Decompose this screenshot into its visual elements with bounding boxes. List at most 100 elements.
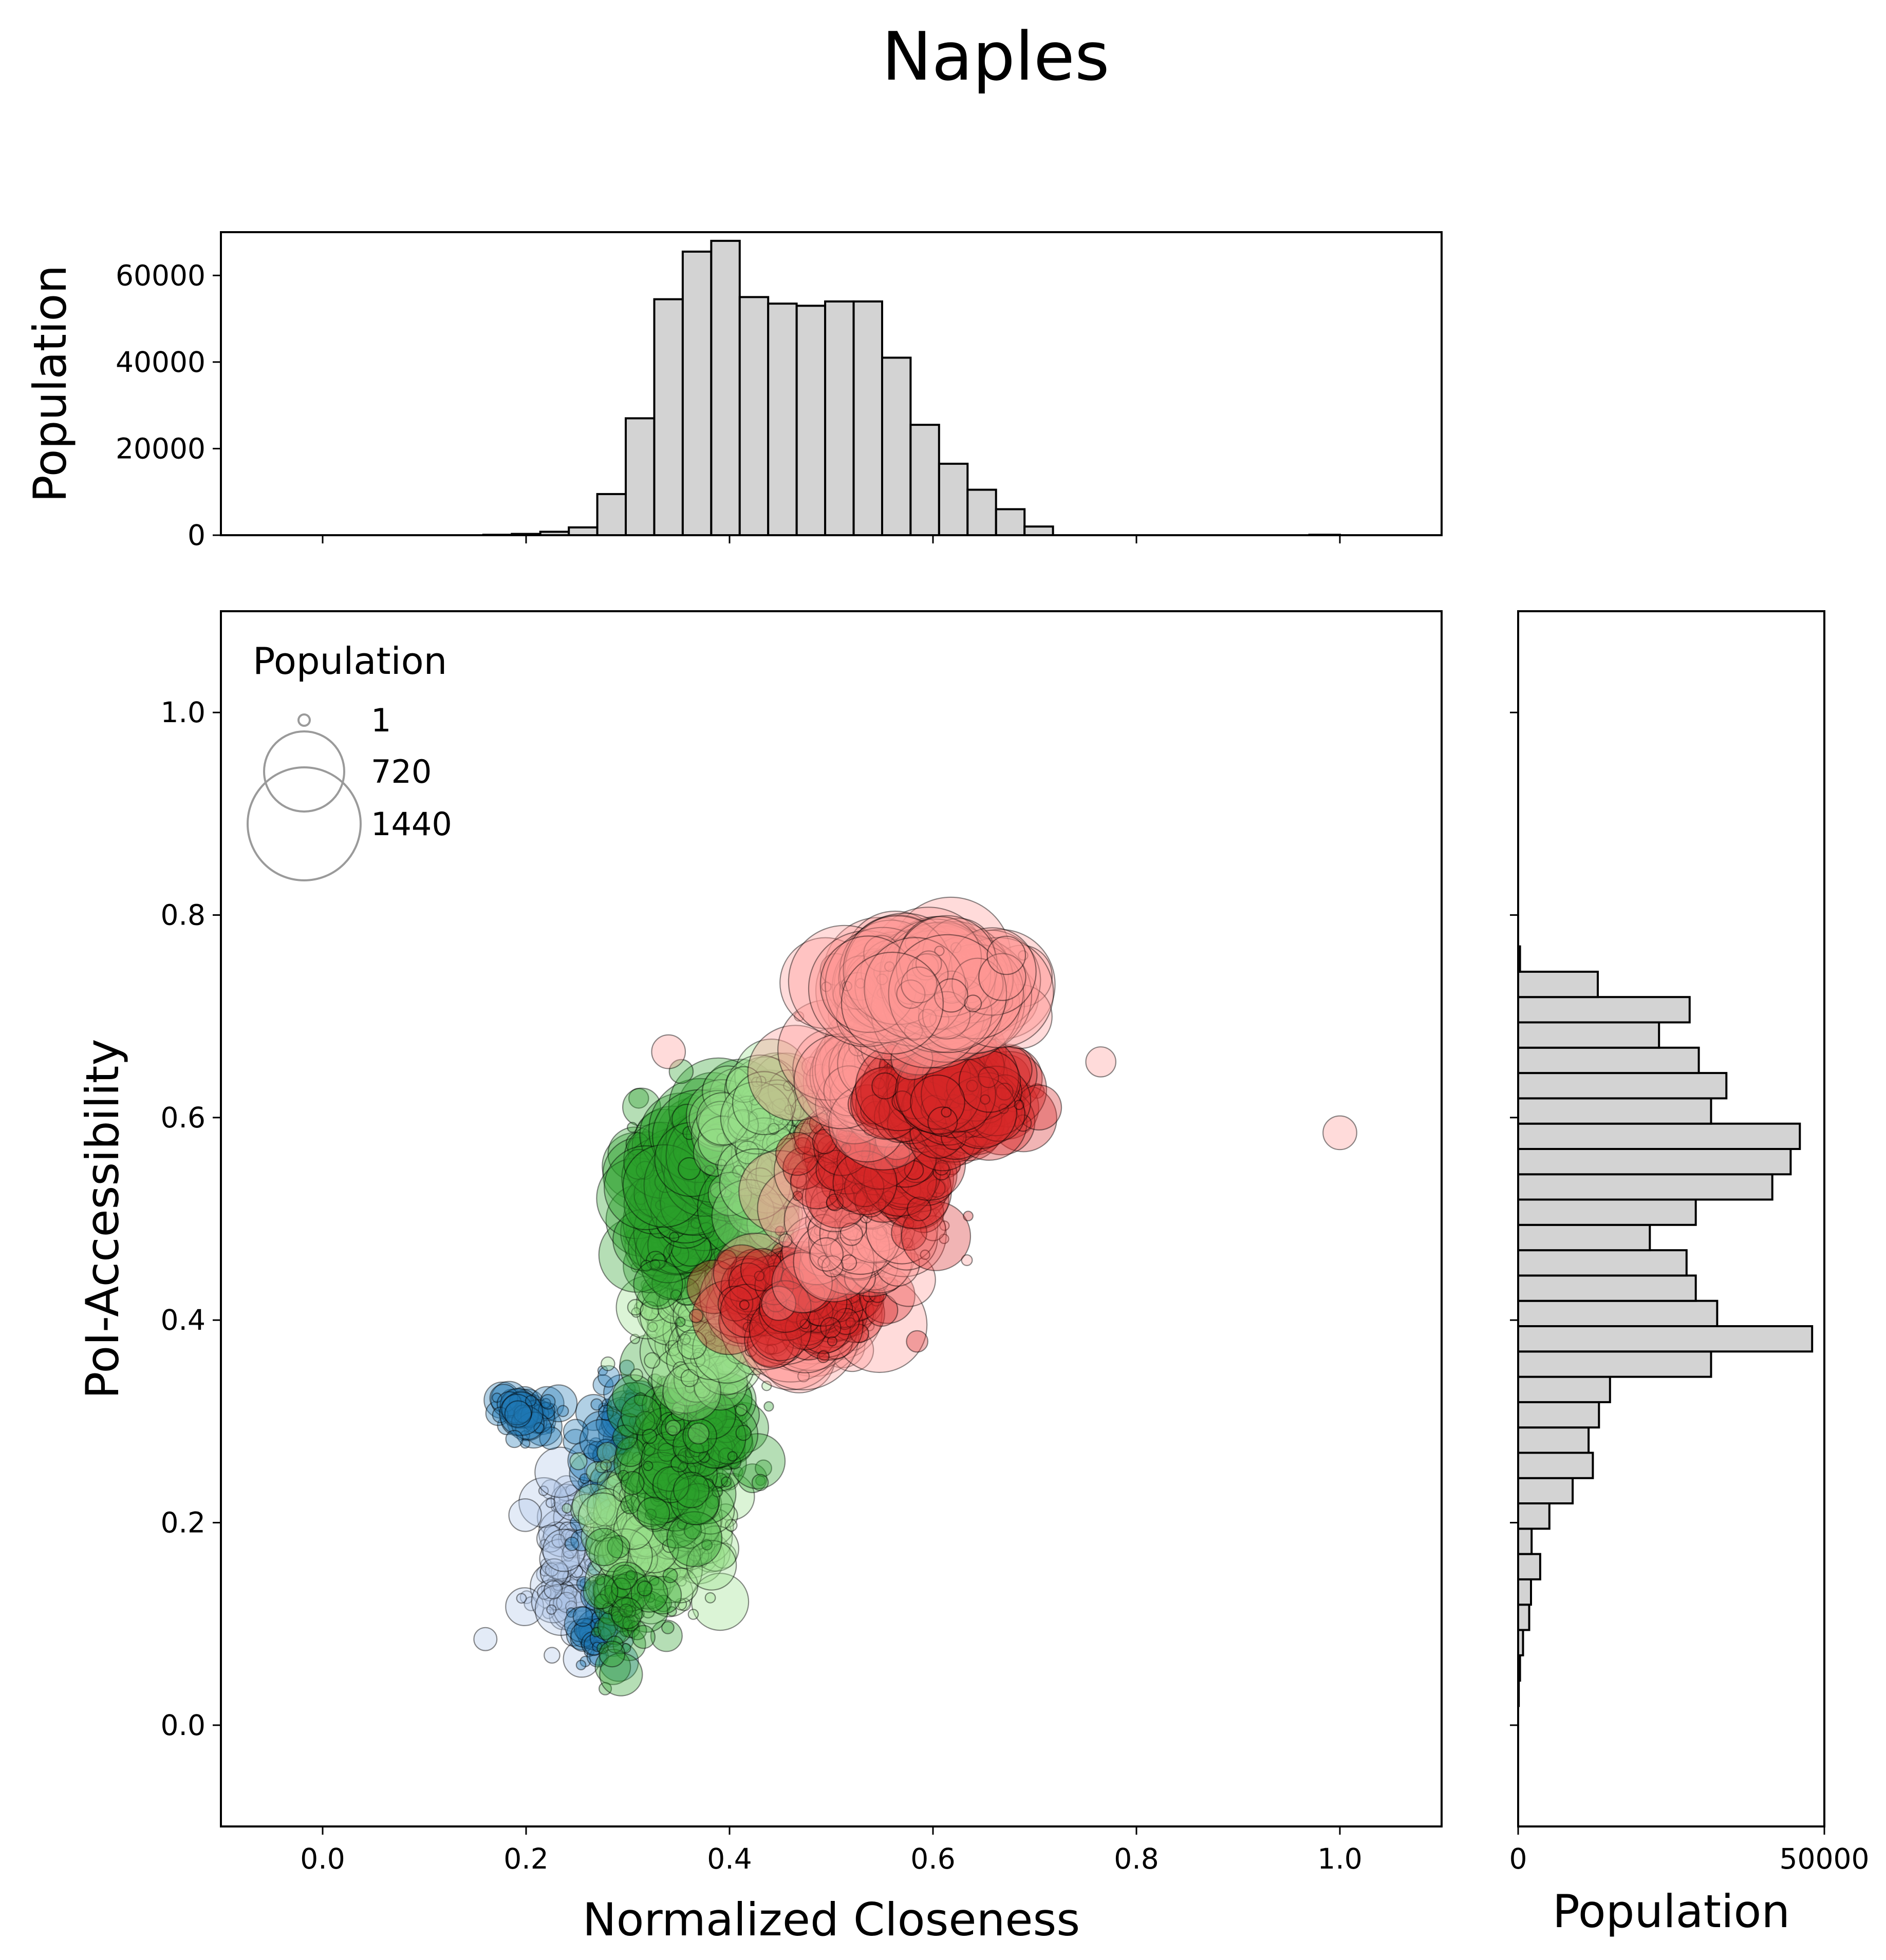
scatter-point <box>645 1189 705 1249</box>
scatter-point <box>709 1449 724 1464</box>
scatter-point <box>666 1449 718 1500</box>
scatter-point <box>539 1539 550 1550</box>
scatter-point <box>690 1212 751 1271</box>
scatter-point <box>643 1125 727 1209</box>
scatter-point <box>721 1166 737 1182</box>
scatter-point <box>741 1233 756 1249</box>
scatter-point <box>715 1175 737 1197</box>
scatter-point <box>636 1283 674 1322</box>
scatter-point <box>708 1146 729 1166</box>
scatter-point <box>630 1530 690 1591</box>
scatter-point <box>594 1510 635 1551</box>
scatter-point <box>566 1618 598 1651</box>
right-histogram-xtick-label: 0 <box>1509 1842 1527 1875</box>
scatter-point <box>612 1545 643 1576</box>
scatter-point <box>697 1165 716 1184</box>
scatter-point <box>695 1285 717 1306</box>
scatter-point <box>668 1497 722 1550</box>
scatter-point <box>721 1330 732 1341</box>
scatter-point <box>684 1440 708 1464</box>
scatter-point <box>632 1524 660 1552</box>
scatter-point <box>660 1290 688 1318</box>
top-histogram-ytick-label: 0 <box>188 519 206 552</box>
scatter-point <box>695 1267 729 1302</box>
scatter-point <box>694 1406 743 1455</box>
scatter-point <box>630 1472 646 1488</box>
scatter-point <box>679 1451 690 1462</box>
scatter-point <box>682 1567 694 1578</box>
scatter-point <box>756 1306 783 1332</box>
scatter-point <box>713 1101 737 1125</box>
scatter-point <box>691 1468 703 1480</box>
scatter-point <box>753 1311 774 1333</box>
scatter-point <box>626 1437 680 1491</box>
scatter-point <box>489 1384 518 1413</box>
scatter-point <box>682 1369 705 1392</box>
scatter-point <box>685 1197 706 1219</box>
scatter-point <box>756 1261 767 1272</box>
right-histogram-xtick-label: 50000 <box>1780 1842 1870 1875</box>
scatter-point <box>620 1437 682 1499</box>
scatter-point <box>669 1363 736 1429</box>
scatter-point <box>596 1442 618 1464</box>
scatter-point <box>708 1351 724 1367</box>
scatter-point <box>625 1501 637 1513</box>
scatter-point <box>646 1454 660 1468</box>
scatter-point <box>805 1129 816 1140</box>
scatter-point <box>679 1124 756 1201</box>
scatter-point <box>694 1347 704 1358</box>
scatter-point <box>702 1269 715 1282</box>
scatter-point <box>652 1089 746 1183</box>
scatter-point <box>684 1311 695 1322</box>
scatter-point <box>663 1117 744 1199</box>
scatter-point <box>688 1268 710 1290</box>
scatter-point <box>664 1149 676 1162</box>
scatter-point <box>706 1154 755 1203</box>
scatter-point <box>626 1506 638 1517</box>
scatter-point <box>701 1401 715 1414</box>
scatter-point <box>712 1234 723 1245</box>
scatter-point <box>639 1128 701 1190</box>
scatter-point <box>726 1444 739 1456</box>
scatter-point <box>636 1161 655 1180</box>
scatter-point <box>640 1259 652 1272</box>
scatter-point <box>564 1536 580 1551</box>
right-histogram-bar <box>1517 1072 1728 1100</box>
scatter-point <box>793 1156 808 1171</box>
scatter-point <box>605 1463 656 1514</box>
scatter-point <box>746 1143 808 1205</box>
scatter-point <box>592 1374 614 1396</box>
scatter-point <box>633 1301 648 1315</box>
scatter-point <box>726 1203 794 1271</box>
scatter-point <box>704 1397 726 1420</box>
scatter-point <box>621 1512 668 1559</box>
scatter-point <box>652 1466 689 1503</box>
scatter-point <box>650 1284 716 1349</box>
scatter-point <box>653 1436 689 1472</box>
scatter-point <box>712 1486 723 1498</box>
scatter-point <box>614 1449 634 1469</box>
scatter-point <box>715 1159 727 1171</box>
scatter-point <box>694 1161 742 1209</box>
scatter-point <box>644 1509 657 1521</box>
scatter-point <box>589 1626 613 1649</box>
scatter-point <box>686 1165 698 1177</box>
scatter-point <box>678 1362 699 1384</box>
scatter-point <box>606 1469 621 1484</box>
scatter-point <box>841 1254 857 1271</box>
scatter-point <box>732 1157 742 1167</box>
scatter-point <box>701 1329 712 1340</box>
scatter-point <box>552 1557 599 1604</box>
scatter-point <box>684 1435 714 1465</box>
scatter-point <box>677 1273 692 1287</box>
scatter-point <box>695 1317 706 1328</box>
scatter-point <box>579 1419 624 1463</box>
scatter-point <box>652 1166 673 1186</box>
scatter-point <box>778 1233 793 1248</box>
scatter-point <box>711 1332 734 1355</box>
scatter-point <box>653 1531 664 1542</box>
scatter-point <box>714 1114 725 1125</box>
scatter-point <box>731 1182 748 1199</box>
scatter-ytick-label: 0.0 <box>161 1709 206 1742</box>
scatter-point <box>665 1421 699 1455</box>
